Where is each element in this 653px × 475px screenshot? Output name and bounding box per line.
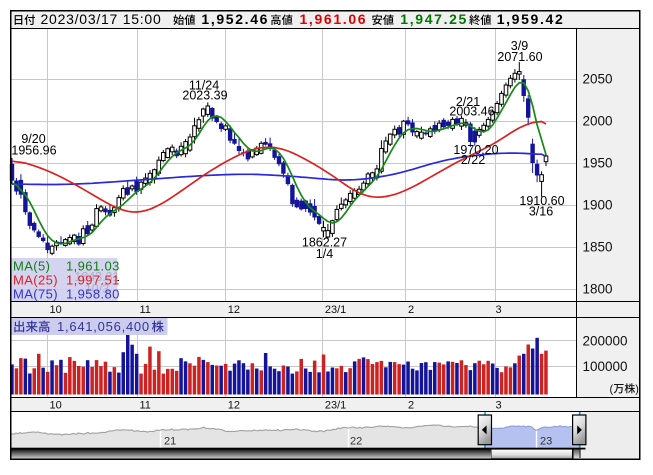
svg-text:MA(75): MA(75) — [13, 286, 58, 301]
svg-text:10: 10 — [50, 304, 62, 316]
svg-text:12: 12 — [228, 400, 240, 412]
svg-text:3/16: 3/16 — [529, 205, 553, 219]
svg-text:2050: 2050 — [583, 72, 613, 87]
svg-text:11/24: 11/24 — [189, 79, 219, 93]
svg-text:1800: 1800 — [583, 282, 613, 297]
svg-text:MA(25): MA(25) — [13, 272, 58, 287]
svg-text:(: ( — [610, 384, 614, 396]
svg-text:3/9: 3/9 — [511, 39, 528, 53]
svg-text:2000: 2000 — [583, 114, 613, 129]
svg-text:200000: 200000 — [583, 334, 628, 349]
svg-text:1910.60: 1910.60 — [519, 194, 564, 208]
svg-text:3: 3 — [496, 400, 502, 412]
svg-text:2: 2 — [408, 400, 414, 412]
svg-text:2003.46: 2003.46 — [449, 105, 494, 119]
svg-text:1956.96: 1956.96 — [11, 144, 56, 158]
svg-text:2023.39: 2023.39 — [182, 89, 227, 103]
svg-text:9/20: 9/20 — [21, 132, 45, 146]
svg-text:2023/03/17 15:00: 2023/03/17 15:00 — [41, 11, 162, 27]
svg-text:1,947.25: 1,947.25 — [400, 11, 468, 27]
svg-text:3: 3 — [496, 304, 502, 316]
svg-text:23: 23 — [540, 436, 552, 448]
svg-text:1950: 1950 — [583, 156, 613, 171]
svg-text:1,952.46: 1,952.46 — [201, 11, 269, 27]
svg-text:1900: 1900 — [583, 198, 613, 213]
svg-text:22: 22 — [350, 436, 362, 448]
svg-text:1/4: 1/4 — [316, 247, 333, 261]
svg-text:2/21: 2/21 — [456, 95, 480, 109]
svg-text:2071.60: 2071.60 — [497, 50, 542, 64]
svg-text:1850: 1850 — [583, 240, 613, 255]
svg-text:1,959.42: 1,959.42 — [497, 11, 565, 27]
svg-text:21: 21 — [164, 436, 176, 448]
svg-text:23/1: 23/1 — [325, 304, 346, 316]
svg-text:2: 2 — [408, 304, 414, 316]
svg-text:11: 11 — [140, 304, 151, 316]
svg-text:1862.27: 1862.27 — [302, 236, 347, 250]
svg-text:1,997.51: 1,997.51 — [66, 272, 120, 287]
svg-text:1970.20: 1970.20 — [453, 143, 498, 157]
svg-text:1,961.06: 1,961.06 — [300, 11, 368, 27]
svg-text:100000: 100000 — [583, 359, 628, 374]
svg-text:10: 10 — [50, 400, 62, 412]
svg-text:2/22: 2/22 — [461, 153, 485, 167]
svg-text:23/1: 23/1 — [325, 400, 346, 412]
svg-text:): ) — [635, 384, 639, 396]
svg-text:1,641,056,400: 1,641,056,400 — [57, 319, 150, 334]
svg-text:11: 11 — [140, 400, 151, 412]
svg-text:1,961.03: 1,961.03 — [66, 258, 120, 273]
svg-text:MA(5): MA(5) — [13, 258, 50, 273]
svg-text:1,958.80: 1,958.80 — [66, 286, 120, 301]
svg-text:12: 12 — [228, 304, 240, 316]
